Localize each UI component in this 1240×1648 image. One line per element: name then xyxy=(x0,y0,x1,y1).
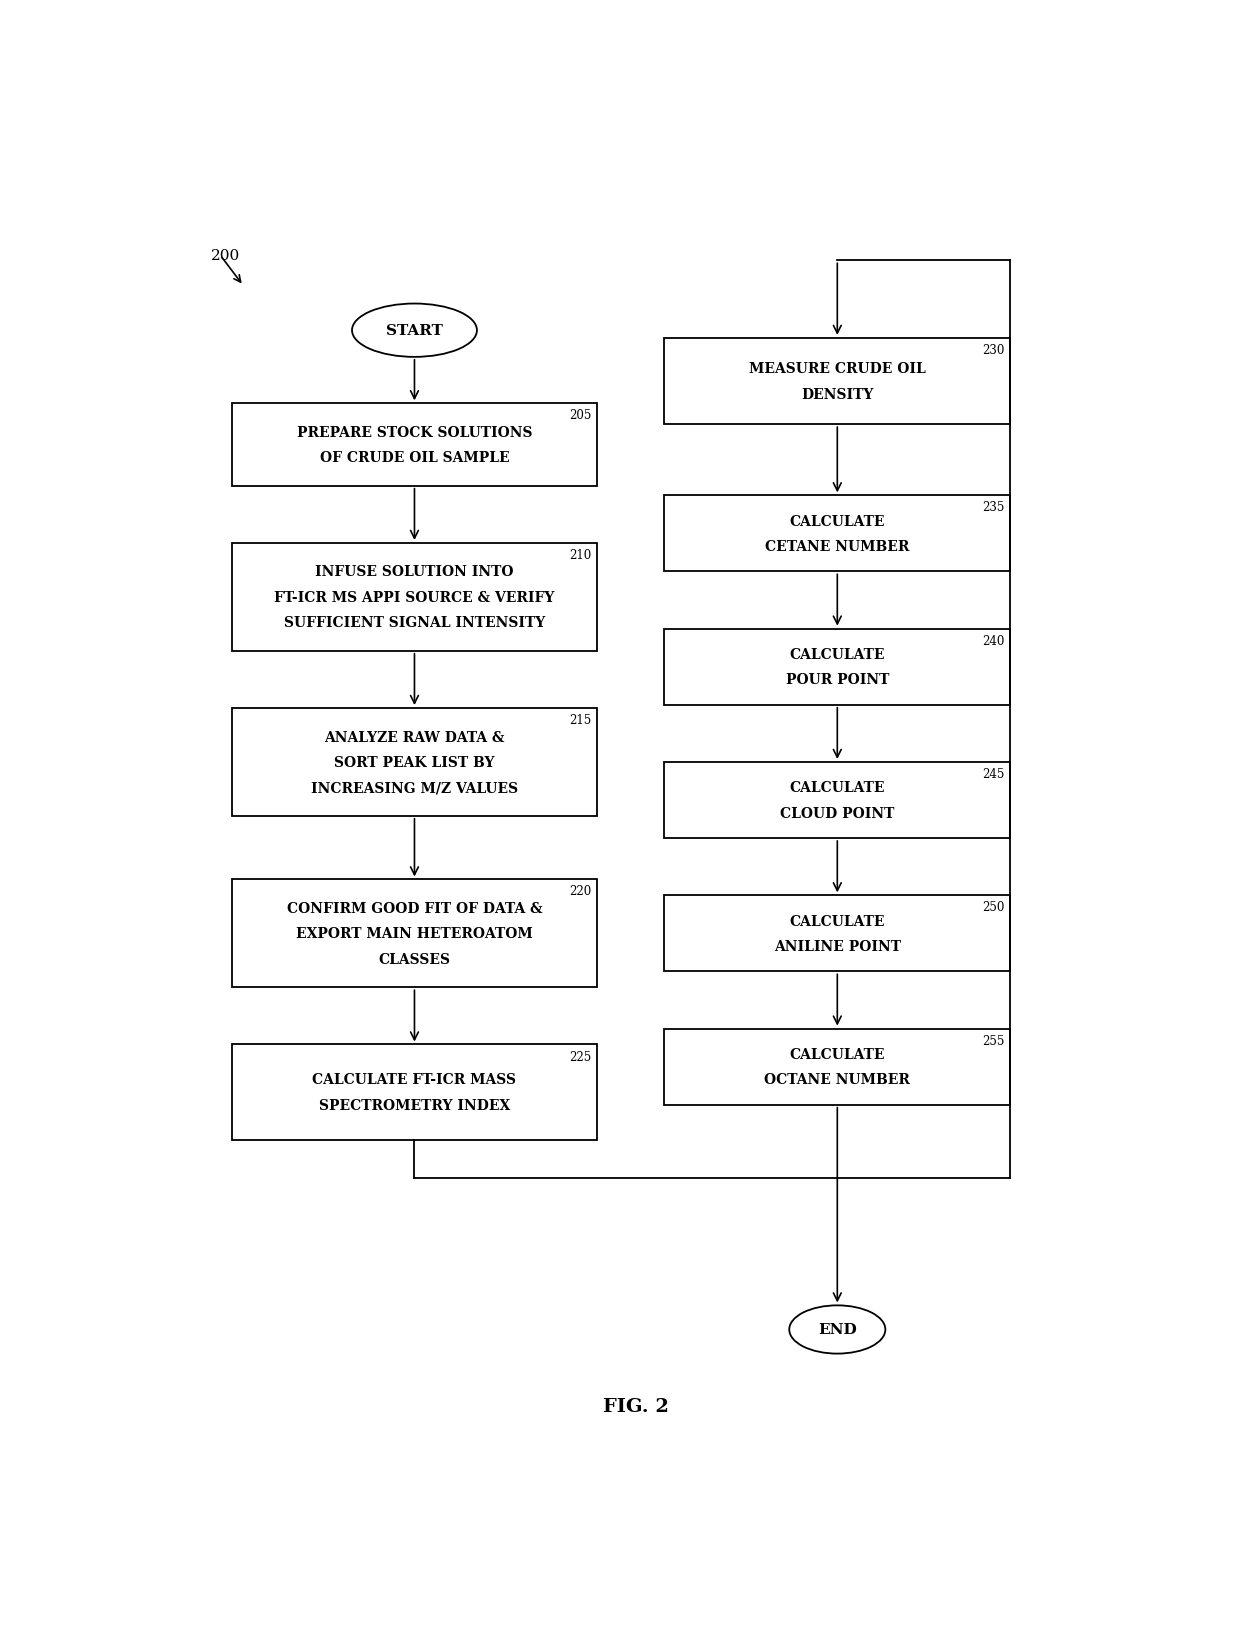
Text: ANILINE POINT: ANILINE POINT xyxy=(774,939,900,954)
Text: CONFIRM GOOD FIT OF DATA &: CONFIRM GOOD FIT OF DATA & xyxy=(286,901,542,915)
Text: CALCULATE: CALCULATE xyxy=(790,648,885,661)
Text: PREPARE STOCK SOLUTIONS: PREPARE STOCK SOLUTIONS xyxy=(296,425,532,440)
Bar xyxy=(665,895,1011,972)
Text: CALCULATE: CALCULATE xyxy=(790,781,885,794)
Text: DENSITY: DENSITY xyxy=(801,387,873,402)
Text: CLASSES: CLASSES xyxy=(378,953,450,966)
Text: OCTANE NUMBER: OCTANE NUMBER xyxy=(764,1073,910,1086)
Text: CLOUD POINT: CLOUD POINT xyxy=(780,806,894,821)
Text: 255: 255 xyxy=(982,1033,1004,1046)
Text: 215: 215 xyxy=(569,714,591,727)
Text: CALCULATE: CALCULATE xyxy=(790,1048,885,1061)
Text: 230: 230 xyxy=(982,344,1004,356)
Bar xyxy=(232,709,596,816)
Text: 220: 220 xyxy=(569,885,591,898)
Ellipse shape xyxy=(789,1305,885,1353)
Text: 235: 235 xyxy=(982,501,1004,514)
Text: END: END xyxy=(818,1323,857,1337)
Text: POUR POINT: POUR POINT xyxy=(786,672,889,687)
Text: INCREASING M/Z VALUES: INCREASING M/Z VALUES xyxy=(311,781,518,794)
Bar xyxy=(232,544,596,651)
Text: INFUSE SOLUTION INTO: INFUSE SOLUTION INTO xyxy=(315,565,513,578)
Text: OF CRUDE OIL SAMPLE: OF CRUDE OIL SAMPLE xyxy=(320,452,510,465)
Text: FT-ICR MS APPI SOURCE & VERIFY: FT-ICR MS APPI SOURCE & VERIFY xyxy=(274,590,554,605)
Text: 205: 205 xyxy=(569,409,591,422)
Text: SUFFICIENT SIGNAL INTENSITY: SUFFICIENT SIGNAL INTENSITY xyxy=(284,616,546,630)
Text: 200: 200 xyxy=(211,249,241,262)
Text: 210: 210 xyxy=(569,549,591,562)
Text: CALCULATE: CALCULATE xyxy=(790,915,885,928)
Text: 250: 250 xyxy=(982,901,1004,913)
Text: SPECTROMETRY INDEX: SPECTROMETRY INDEX xyxy=(319,1098,510,1112)
Bar xyxy=(665,763,1011,839)
Ellipse shape xyxy=(352,305,477,358)
Bar xyxy=(665,496,1011,572)
Text: FIG. 2: FIG. 2 xyxy=(603,1398,668,1414)
Text: START: START xyxy=(386,325,443,338)
Text: ANALYZE RAW DATA &: ANALYZE RAW DATA & xyxy=(324,730,505,743)
Text: CALCULATE: CALCULATE xyxy=(790,514,885,529)
Text: 240: 240 xyxy=(982,634,1004,648)
Text: MEASURE CRUDE OIL: MEASURE CRUDE OIL xyxy=(749,363,926,376)
Bar xyxy=(665,630,1011,705)
Text: CALCULATE FT-ICR MASS: CALCULATE FT-ICR MASS xyxy=(312,1073,517,1086)
Bar xyxy=(232,880,596,987)
Text: EXPORT MAIN HETEROATOM: EXPORT MAIN HETEROATOM xyxy=(296,926,533,941)
Bar xyxy=(232,1045,596,1140)
Text: CETANE NUMBER: CETANE NUMBER xyxy=(765,541,909,554)
Bar xyxy=(665,338,1011,425)
Text: 225: 225 xyxy=(569,1050,591,1063)
Bar xyxy=(665,1028,1011,1106)
Bar xyxy=(232,404,596,486)
Text: 245: 245 xyxy=(982,768,1004,781)
Text: SORT PEAK LIST BY: SORT PEAK LIST BY xyxy=(335,755,495,770)
